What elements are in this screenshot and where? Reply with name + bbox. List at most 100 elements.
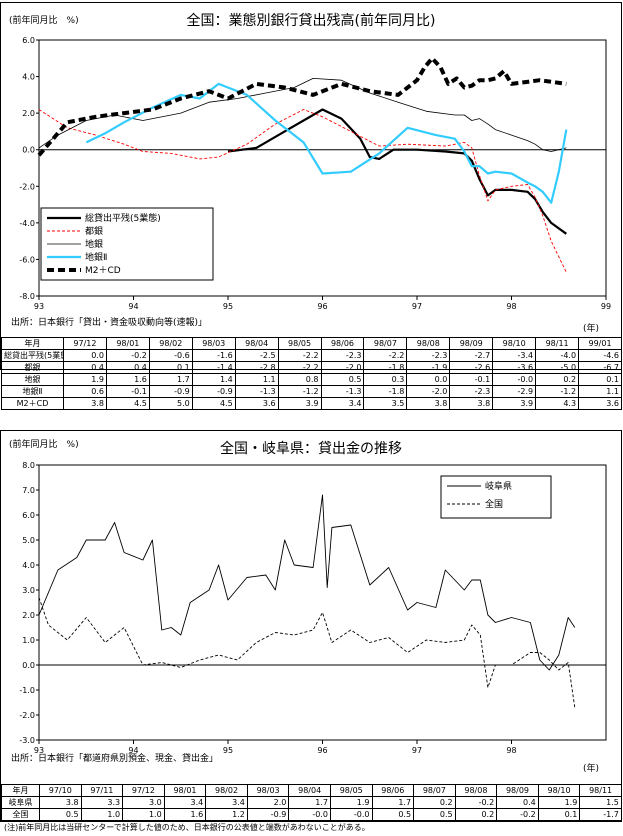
chart-2-source: 出所：日本銀行「都道府県別預金、現金、貸出金」 xyxy=(11,752,218,764)
table-cell: -2.3 xyxy=(406,349,451,362)
series-line-0 xyxy=(227,108,567,235)
table-cell: 1.9 xyxy=(63,373,107,386)
table-cell: 3.4 xyxy=(320,397,365,410)
table-cell: 1.0 xyxy=(122,808,165,821)
table-cell: 1.6 xyxy=(163,808,207,821)
legend-label: 総貸出平残(5業態) xyxy=(85,212,161,224)
table-cell: 3.4 xyxy=(205,796,248,809)
table-header-cell: 98/09 xyxy=(449,337,494,350)
table-cell: 0.4 xyxy=(496,796,539,809)
table-cell: 3.6 xyxy=(578,397,622,410)
table-cell: 1.2 xyxy=(205,808,248,821)
table-header-cell: 98/03 xyxy=(191,337,236,350)
table-cell: -3.6 xyxy=(492,361,537,374)
table-cell: -2.3 xyxy=(449,385,494,398)
table-row: 都銀 0.4 0.4 0.1 -1.4 -2.8 -2.2 -2.0 -1.8 -1.9 -2.6-… xyxy=(1,361,622,374)
chart-1-unit: (前年同月比 %) xyxy=(9,14,79,26)
table-cell: 3.0 xyxy=(122,796,165,809)
table-header-cell: 97/12 xyxy=(63,337,107,350)
table-cell: 3.8 xyxy=(449,397,494,410)
table-cell: -2.2 xyxy=(363,349,408,362)
table-cell: 3.9 xyxy=(492,397,537,410)
table-cell: -0.6 xyxy=(148,349,193,362)
table-header-cell: 98/03 xyxy=(246,784,290,797)
table-cell: 1.6 xyxy=(105,373,150,386)
table-header-cell: 98/09 xyxy=(496,784,539,797)
chart-2-svg: (前年同月比 %) 全国・岐阜県：貸出金の推移 出所：日本銀行「都道府県別預金、… xyxy=(9,438,607,774)
table-cell: -2.0 xyxy=(320,361,365,374)
table-cell: 3.8 xyxy=(63,397,107,410)
table-cell: 4.5 xyxy=(105,397,150,410)
table-cell: 1.1 xyxy=(234,373,279,386)
table-cell: -1.3 xyxy=(320,385,365,398)
table-cell: 0.5 xyxy=(413,808,456,821)
table-cell: -4.0 xyxy=(535,349,580,362)
table-header-cell: 98/08 xyxy=(454,784,498,797)
table-cell: 1.5 xyxy=(579,796,622,809)
chart-panel-2: (前年同月比 %) 全国・岐阜県：貸出金の推移 出所：日本銀行「都道府県別預金、… xyxy=(0,430,622,822)
chart-1-year-label: (年) xyxy=(583,322,599,334)
table-header-cell: 98/06 xyxy=(320,337,365,350)
table-cell: -2.2 xyxy=(277,349,322,362)
table-cell: -1.7 xyxy=(579,808,622,821)
table-header-cell: 98/10 xyxy=(537,784,581,797)
y-tick-label: -2.0 xyxy=(19,182,35,191)
table-cell: -0.2 xyxy=(496,808,539,821)
table-header-cell: 98/08 xyxy=(406,337,451,350)
table-cell: 0.6 xyxy=(63,385,107,398)
table-cell: -2.7 xyxy=(449,349,494,362)
y-tick-label: -4.0 xyxy=(19,219,35,228)
table-header-cell: 98/07 xyxy=(413,784,456,797)
legend-box xyxy=(440,475,552,519)
table-cell: 3.8 xyxy=(406,397,451,410)
table-header-cell: 97/11 xyxy=(80,784,124,797)
y-tick-label: 4.0 xyxy=(22,561,35,570)
chart-2-title: 全国・岐阜県：貸出金の推移 xyxy=(220,440,402,457)
series-line-1 xyxy=(38,109,567,273)
table-cell: -1.3 xyxy=(234,385,279,398)
table-cell: -1.4 xyxy=(191,361,236,374)
table-cell: -1.2 xyxy=(535,385,580,398)
table-header-cell: 98/11 xyxy=(535,337,580,350)
table-cell: -1.8 xyxy=(363,385,408,398)
table-cell: -0.9 xyxy=(191,385,236,398)
legend-label: 地銀 xyxy=(85,238,103,250)
table-cell: -0.1 xyxy=(449,373,494,386)
table-cell: 0.2 xyxy=(535,373,580,386)
table-header-cell: 98/04 xyxy=(234,337,279,350)
table-cell: -0.2 xyxy=(105,349,150,362)
table-cell: 2.0 xyxy=(246,796,290,809)
table-cell: 1.7 xyxy=(371,796,415,809)
y-tick-label: 2.0 xyxy=(22,611,35,620)
y-tick-label: 1.0 xyxy=(22,636,35,645)
table-cell: 3.3 xyxy=(80,796,124,809)
y-tick-label: 6.0 xyxy=(22,36,35,45)
table-row: 岐阜県 3.8 3.3 3.0 3.4 3.4 2.0 1.7 1.9 1.7 0.2 -0.2 0.4… xyxy=(1,796,622,809)
table-cell: 0.2 xyxy=(454,808,498,821)
table-row-label: 都銀 xyxy=(1,361,64,374)
table-cell: 1.9 xyxy=(537,796,581,809)
y-tick-label: -2.0 xyxy=(19,711,35,720)
table-cell: 0.5 xyxy=(371,808,415,821)
table-corner: 年月 xyxy=(1,784,40,797)
table-cell: -2.8 xyxy=(234,361,279,374)
series-line-2 xyxy=(38,78,567,152)
table-header-cell: 98/01 xyxy=(105,337,150,350)
table-cell: -4.6 xyxy=(578,349,622,362)
table-cell: 0.4 xyxy=(63,361,107,374)
table-cell: -2.5 xyxy=(234,349,279,362)
table-header-cell: 98/06 xyxy=(371,784,415,797)
table-header-cell: 97/12 xyxy=(122,784,165,797)
x-tick-label: 97 xyxy=(412,746,422,755)
legend-label: 全国 xyxy=(485,498,503,510)
table-cell: 0.8 xyxy=(277,373,322,386)
table-header-cell: 98/02 xyxy=(148,337,193,350)
table-cell: -1.8 xyxy=(363,361,408,374)
table-cell: 0.1 xyxy=(537,808,581,821)
x-tick-label: 99 xyxy=(601,302,611,311)
table-cell: 3.5 xyxy=(363,397,408,410)
table-cell: 0.0 xyxy=(406,373,451,386)
x-tick-label: 94 xyxy=(128,302,138,311)
table-cell: 0.1 xyxy=(578,373,622,386)
y-tick-label: -1.0 xyxy=(19,686,35,695)
